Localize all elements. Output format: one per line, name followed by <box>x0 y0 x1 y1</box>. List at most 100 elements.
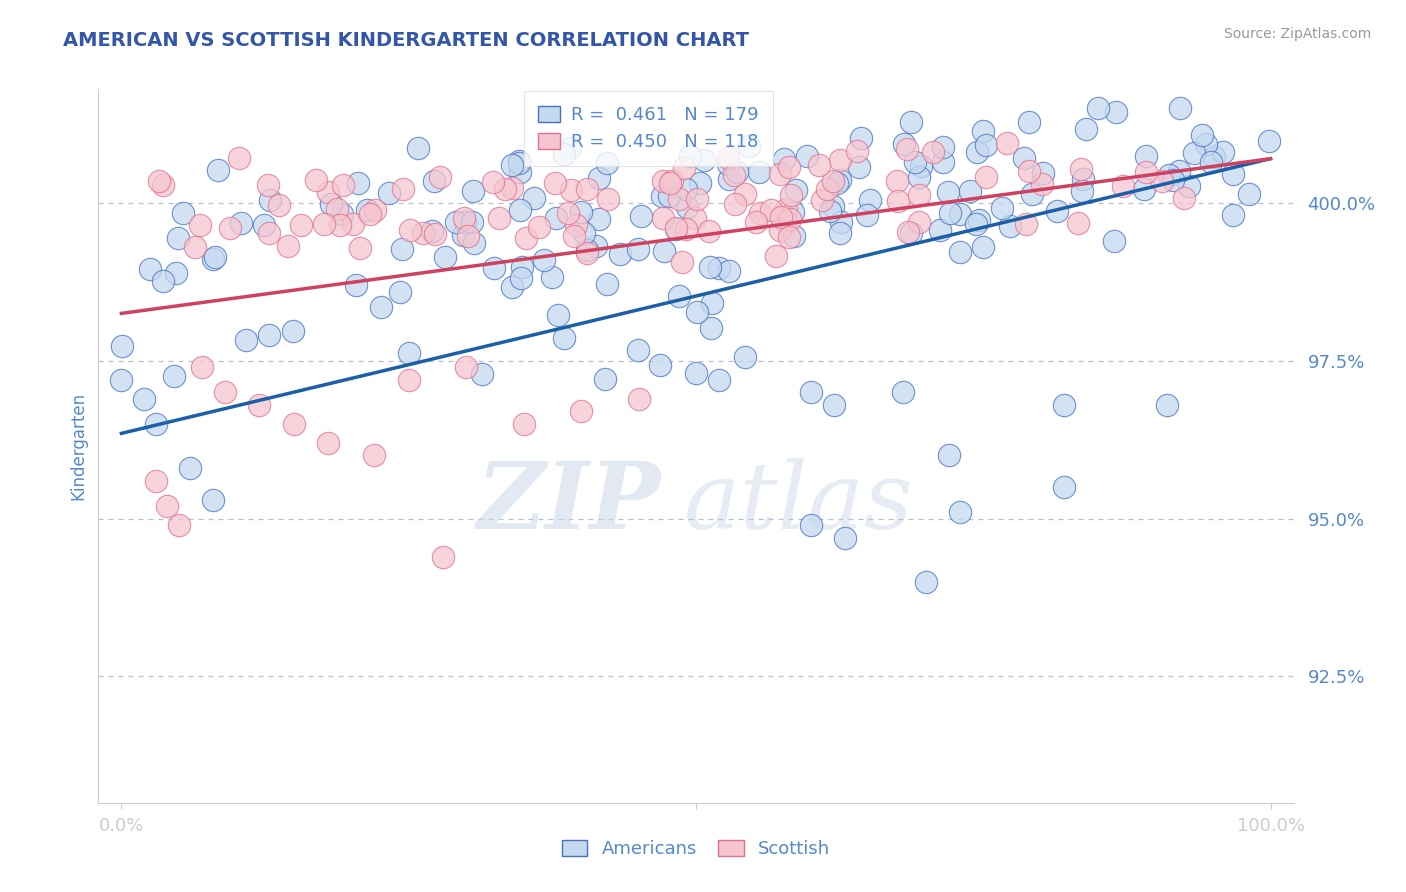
Point <box>558 141 581 155</box>
Point <box>571 205 593 219</box>
Point <box>922 145 945 159</box>
Point <box>685 367 707 381</box>
Point <box>689 176 711 190</box>
Point <box>811 193 834 207</box>
Point <box>1018 115 1040 129</box>
Point <box>363 449 385 463</box>
Point <box>1046 203 1069 218</box>
Point <box>886 174 908 188</box>
Point <box>1168 163 1191 178</box>
Point <box>152 178 174 192</box>
Point <box>769 223 792 237</box>
Point <box>575 243 598 257</box>
Point <box>585 238 607 252</box>
Point <box>778 229 800 244</box>
Point <box>627 242 650 256</box>
Point <box>398 345 420 359</box>
Point <box>139 262 162 277</box>
Point <box>932 139 955 153</box>
Point <box>515 231 537 245</box>
Point <box>821 199 844 213</box>
Point <box>207 163 229 178</box>
Point <box>734 187 756 202</box>
Point <box>910 159 932 173</box>
Point <box>576 182 599 196</box>
Point <box>191 360 214 375</box>
Point <box>717 152 740 166</box>
Point <box>659 177 682 191</box>
Point <box>533 252 555 267</box>
Point <box>796 149 818 163</box>
Point <box>725 165 748 179</box>
Point <box>778 160 800 174</box>
Point <box>1135 164 1157 178</box>
Point <box>969 213 991 227</box>
Point <box>378 186 401 200</box>
Point <box>745 215 768 229</box>
Point <box>929 223 952 237</box>
Point <box>995 136 1018 151</box>
Point <box>512 417 534 431</box>
Point <box>202 492 225 507</box>
Point <box>231 215 253 229</box>
Point <box>1073 172 1095 186</box>
Point <box>1257 134 1279 148</box>
Point <box>269 198 291 212</box>
Point <box>110 373 132 387</box>
Point <box>1222 167 1244 181</box>
Point <box>235 334 257 348</box>
Point <box>939 206 962 220</box>
Point <box>697 224 720 238</box>
Point <box>1053 480 1076 494</box>
Point <box>1015 217 1038 231</box>
Point <box>434 250 457 264</box>
Point <box>897 225 920 239</box>
Point <box>1135 149 1157 163</box>
Point <box>359 207 381 221</box>
Point <box>1032 166 1054 180</box>
Point <box>406 141 429 155</box>
Point <box>949 505 972 519</box>
Point <box>661 174 683 188</box>
Point <box>932 155 955 169</box>
Point <box>283 417 305 431</box>
Point <box>569 404 592 418</box>
Point <box>391 242 413 256</box>
Point <box>1111 179 1133 194</box>
Point <box>412 226 434 240</box>
Point <box>553 147 575 161</box>
Point <box>488 211 510 226</box>
Point <box>665 222 688 236</box>
Point <box>1105 104 1128 119</box>
Point <box>676 200 699 214</box>
Point <box>815 181 838 195</box>
Point <box>1152 174 1174 188</box>
Point <box>974 138 997 153</box>
Point <box>834 531 856 545</box>
Point <box>330 207 353 221</box>
Point <box>938 186 960 200</box>
Point <box>673 161 696 175</box>
Point <box>218 221 240 235</box>
Point <box>325 202 347 217</box>
Point <box>257 178 280 192</box>
Point <box>172 206 194 220</box>
Point <box>163 369 186 384</box>
Point <box>501 181 523 195</box>
Point <box>846 144 869 158</box>
Point <box>976 169 998 184</box>
Point <box>509 202 531 217</box>
Point <box>510 260 533 274</box>
Point <box>907 170 929 185</box>
Point <box>828 173 851 187</box>
Point <box>188 218 211 232</box>
Point <box>908 188 931 202</box>
Point <box>277 238 299 252</box>
Point <box>565 218 588 232</box>
Point <box>1199 155 1222 169</box>
Point <box>523 191 546 205</box>
Legend: Americans, Scottish: Americans, Scottish <box>554 832 838 865</box>
Point <box>145 474 167 488</box>
Point <box>775 215 797 229</box>
Point <box>148 174 170 188</box>
